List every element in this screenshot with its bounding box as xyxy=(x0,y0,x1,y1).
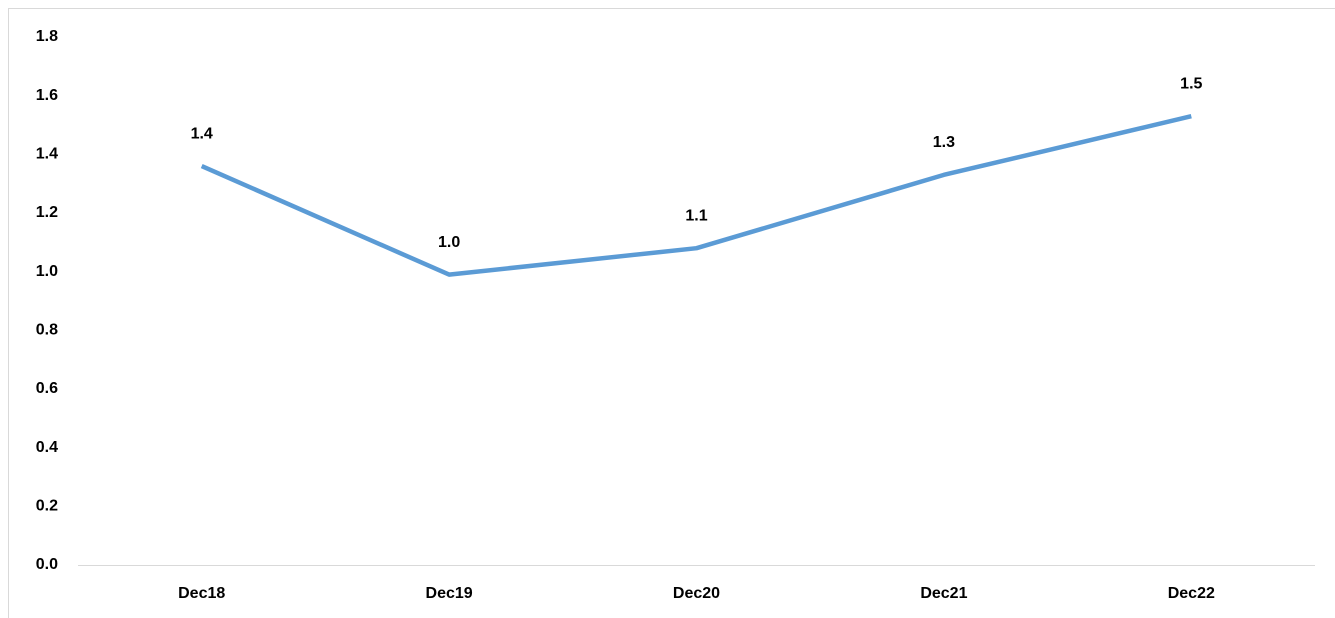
y-tick-label: 1.4 xyxy=(36,146,58,163)
y-tick-label: 0.6 xyxy=(36,380,58,397)
chart-border xyxy=(8,8,1335,618)
x-tick-label: Dec19 xyxy=(426,585,473,602)
data-label: 1.0 xyxy=(438,234,460,251)
data-label: 1.5 xyxy=(1180,75,1202,92)
y-tick-label: 1.0 xyxy=(36,263,58,280)
x-tick-label: Dec20 xyxy=(673,585,720,602)
y-tick-label: 0.2 xyxy=(36,498,58,515)
y-tick-label: 0.0 xyxy=(36,556,58,573)
data-label: 1.4 xyxy=(191,125,213,142)
y-tick-label: 0.4 xyxy=(36,439,58,456)
x-tick-label: Dec21 xyxy=(920,585,967,602)
data-label: 1.3 xyxy=(933,134,955,151)
x-tick-label: Dec22 xyxy=(1168,585,1215,602)
y-tick-label: 1.6 xyxy=(36,87,58,104)
y-tick-label: 1.8 xyxy=(36,28,58,45)
y-tick-label: 0.8 xyxy=(36,322,58,339)
x-tick-label: Dec18 xyxy=(178,585,225,602)
data-label: 1.1 xyxy=(685,207,707,224)
y-tick-label: 1.2 xyxy=(36,204,58,221)
line-series xyxy=(200,114,1192,277)
